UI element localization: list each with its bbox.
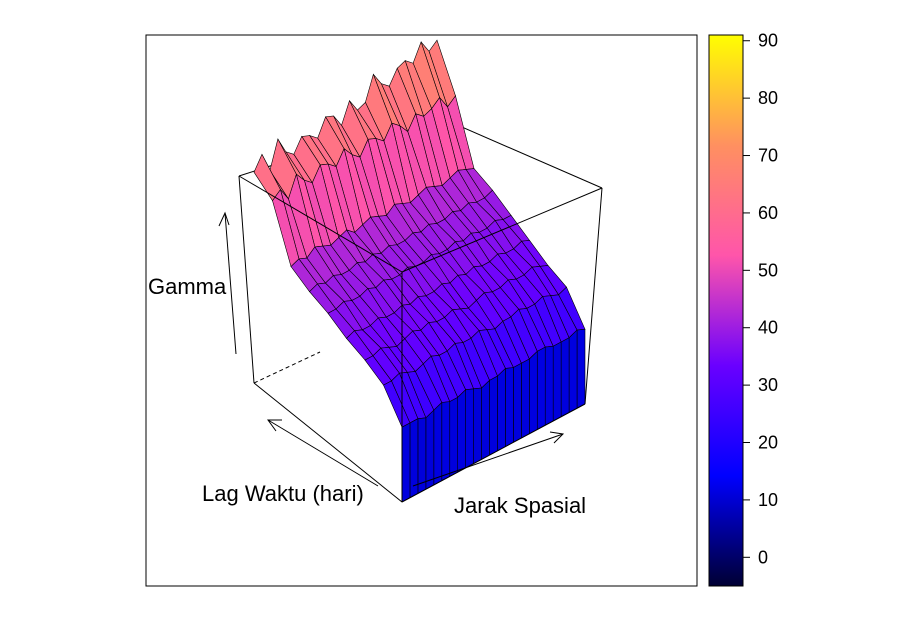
surface-skirt-facet	[552, 341, 562, 422]
gamma-axis-arrow	[218, 211, 237, 355]
surface-skirt-facet	[425, 409, 435, 490]
surface-skirt-facet	[560, 337, 570, 418]
colorbar-ticks: 0 10 20 30 40 50 60 70 80 90	[743, 31, 778, 567]
surface-skirt-facet	[489, 375, 498, 456]
surface-skirt-facet	[433, 401, 443, 486]
box-front-edges	[238, 175, 603, 503]
x-axis-label: Lag Waktu (hari)	[202, 481, 364, 506]
surface-skirt-facet	[449, 396, 458, 477]
surface-skirt-facet	[529, 350, 538, 435]
colorbar-tick-label: 60	[758, 203, 778, 223]
colorbar-tick-label: 80	[758, 88, 778, 108]
box-edge-hidden-floor	[253, 351, 321, 384]
surface-skirt-facet	[441, 401, 451, 482]
colorbar-tick-label: 0	[758, 547, 768, 567]
surface-skirt-facet	[457, 389, 466, 473]
distance-axis-arrow	[412, 431, 565, 487]
colorbar-tick-label: 30	[758, 375, 778, 395]
surface-skirt-facet	[401, 422, 411, 503]
surface-skirt-facet	[505, 367, 514, 448]
colorbar-tick-label: 40	[758, 318, 778, 338]
surface-mesh	[253, 39, 586, 503]
colorbar	[708, 34, 744, 587]
surface-skirt-facet	[473, 387, 482, 465]
colorbar-tick-label: 10	[758, 490, 778, 510]
plot-frame	[145, 34, 698, 587]
surface-skirt-facet	[576, 328, 586, 409]
surface-skirt-facet	[497, 367, 506, 452]
surface-skirt-facet	[481, 379, 490, 460]
surface-skirt-facet	[544, 345, 554, 426]
z-axis-label: Gamma	[148, 274, 227, 299]
surface-skirt-facet	[536, 346, 546, 431]
lag-axis-arrow	[267, 419, 379, 487]
surface-skirt-facet	[465, 388, 474, 469]
surface-skirt-facet	[568, 329, 578, 414]
surface-skirt-facet	[513, 362, 522, 443]
colorbar-tick-label: 70	[758, 146, 778, 166]
surface-skirt-facet	[521, 358, 530, 439]
colorbar-tick-label: 50	[758, 260, 778, 280]
y-axis-label: Jarak Spasial	[454, 493, 586, 518]
colorbar-tick-label: 20	[758, 433, 778, 453]
colorbar-tick-label: 90	[758, 31, 778, 51]
